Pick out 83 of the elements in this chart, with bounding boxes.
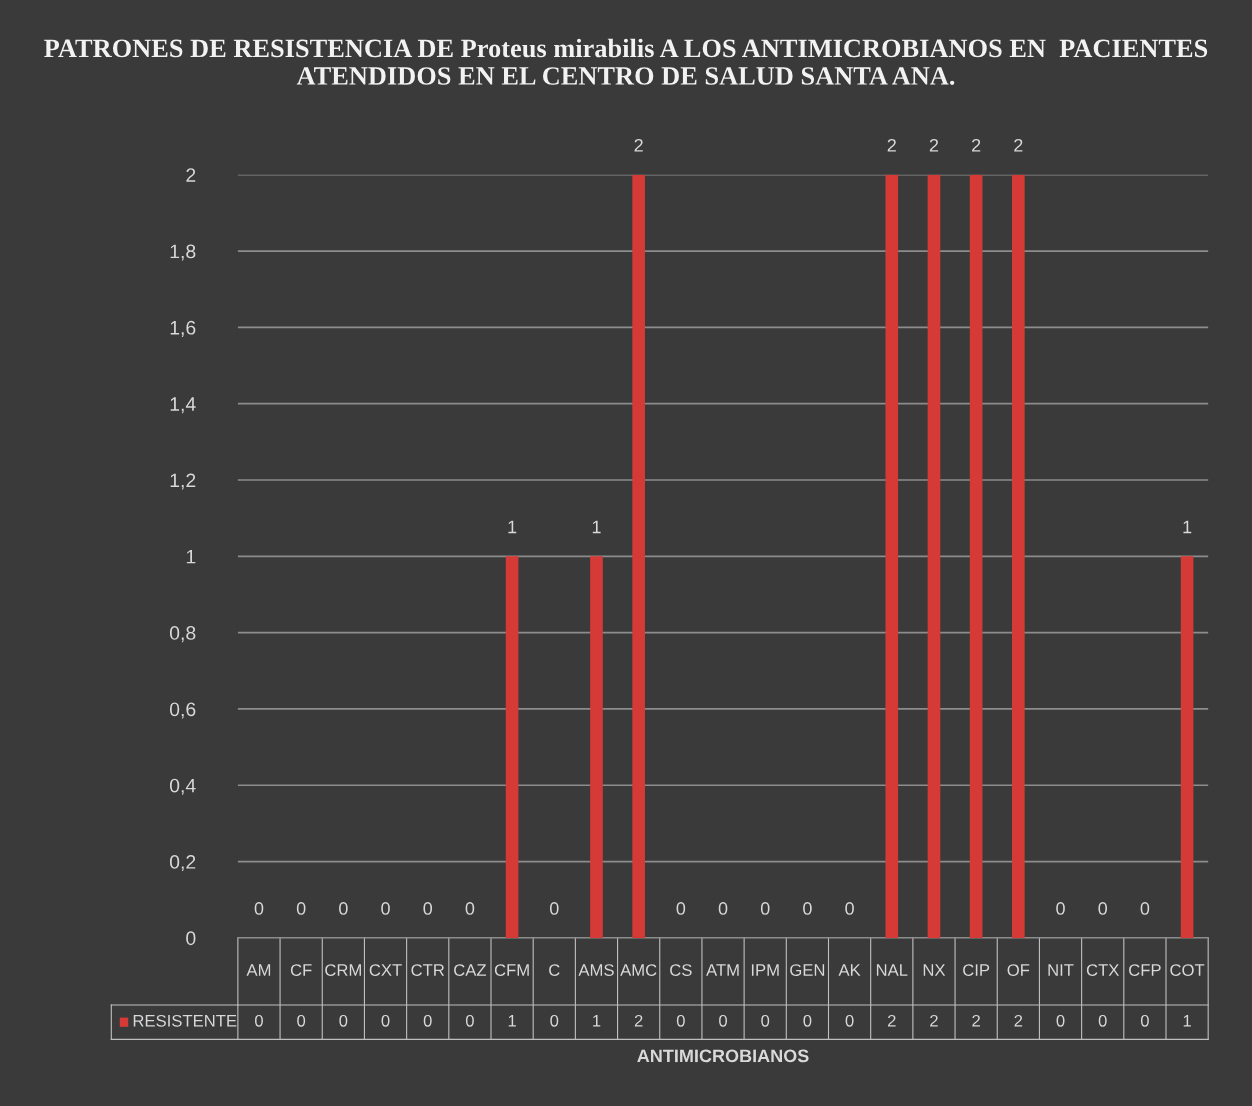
text: 1 [593, 1015, 601, 1027]
y-tick-label: 1,8 [170, 244, 196, 261]
x-tick-label: OF [1007, 964, 1030, 976]
data-label: 0 [465, 902, 475, 915]
x-tick-label: AK [838, 964, 861, 976]
text: 1 [508, 1015, 516, 1027]
data-label: 0 [254, 902, 264, 915]
y-tick-label: 0,6 [169, 702, 196, 719]
data-label: 1 [1183, 520, 1192, 534]
x-tick-label: IPM [751, 964, 779, 976]
x-tick-label: NAL [876, 964, 908, 976]
x-tick-label: CIP [963, 964, 990, 976]
text: 0 [254, 1014, 263, 1027]
x-tick-label: CFP [1129, 964, 1161, 976]
data-label: 0 [296, 902, 306, 915]
text: 2 [1014, 1014, 1023, 1027]
data-label: 0 [549, 902, 559, 915]
x-tick-label: CF [290, 964, 312, 976]
data-label: 0 [676, 902, 686, 915]
x-tick-label: CTX [1086, 964, 1120, 976]
x-tick-label: CXT [369, 964, 402, 976]
x-tick-label: CAZ [454, 964, 487, 976]
x-tick-label: CTR [411, 964, 445, 976]
x-tick-label: COT [1170, 964, 1205, 976]
text: 0 [1056, 1014, 1065, 1027]
y-tick-label: 0,2 [169, 855, 196, 872]
text: 0 [761, 1014, 770, 1027]
data-label: 0 [718, 902, 728, 915]
text: 2 [930, 1014, 938, 1027]
data-label: 1 [508, 520, 517, 534]
y-tick-label: 0 [186, 931, 196, 946]
y-tick-label: 0,4 [169, 778, 196, 795]
data-label: 2 [887, 138, 896, 152]
text: 0 [845, 1014, 854, 1027]
x-tick-label: CFM [494, 964, 529, 976]
data-label: 0 [423, 902, 433, 915]
y-tick-label: 1 [186, 549, 196, 564]
text: 0 [676, 1014, 685, 1027]
data-label: 1 [592, 520, 601, 534]
x-tick-label: NX [923, 964, 946, 976]
x-tick-label: AMS [578, 964, 614, 976]
y-tick-label: 1,2 [170, 473, 196, 490]
chart-title: PATRONES DE RESISTENCIA DE Proteus mirabilis A LOS ANTIMICROBIANOS EN PACIENTES ATENDIDOS EN EL CENTRO DE SALUD SANTA ANA. [44, 38, 1208, 85]
x-axis-title: ANTIMICROBIANOS [637, 1049, 809, 1063]
data-label: 0 [760, 902, 770, 915]
x-tick-label: AMC [620, 964, 657, 976]
text: 2 [887, 1014, 896, 1027]
data-label: 0 [1056, 902, 1065, 915]
text: 0 [719, 1014, 728, 1027]
x-tick-label: CS [670, 964, 692, 976]
data-label: 0 [339, 902, 348, 915]
y-tick-label: 1,4 [170, 397, 196, 414]
x-tick-label: CRM [325, 964, 361, 976]
text: 1 [1183, 1015, 1191, 1027]
text: 2 [634, 1014, 643, 1027]
data-label: 0 [1098, 902, 1108, 915]
text: 0 [803, 1014, 812, 1027]
data-label: 2 [634, 138, 643, 152]
data-label: 2 [929, 138, 939, 152]
y-tick-label: 2 [186, 168, 196, 182]
text: 0 [465, 1014, 474, 1027]
text: 0 [381, 1014, 390, 1027]
y-tick-label: 0,8 [169, 626, 196, 643]
text: 0 [339, 1014, 348, 1027]
x-tick-label: NIT [1048, 964, 1074, 976]
data-label: 0 [803, 902, 812, 915]
text: 0 [297, 1014, 306, 1027]
y-tick-label: 1,6 [170, 320, 196, 337]
x-tick-label: C [549, 964, 560, 976]
text: 0 [423, 1014, 432, 1027]
text: 0 [1140, 1014, 1149, 1027]
x-tick-label: ATM [706, 964, 739, 976]
text: 0 [550, 1014, 559, 1027]
legend-label: RESISTENTE [133, 1014, 237, 1027]
data-label: 2 [1014, 138, 1023, 152]
data-label: 2 [972, 138, 981, 152]
x-tick-label: GEN [790, 964, 825, 976]
data-label: 0 [845, 902, 854, 915]
data-label: 0 [381, 902, 390, 915]
text: 0 [1098, 1014, 1107, 1027]
data-label: 0 [1140, 902, 1150, 915]
x-tick-label: AM [246, 964, 271, 976]
text: 2 [972, 1014, 980, 1027]
